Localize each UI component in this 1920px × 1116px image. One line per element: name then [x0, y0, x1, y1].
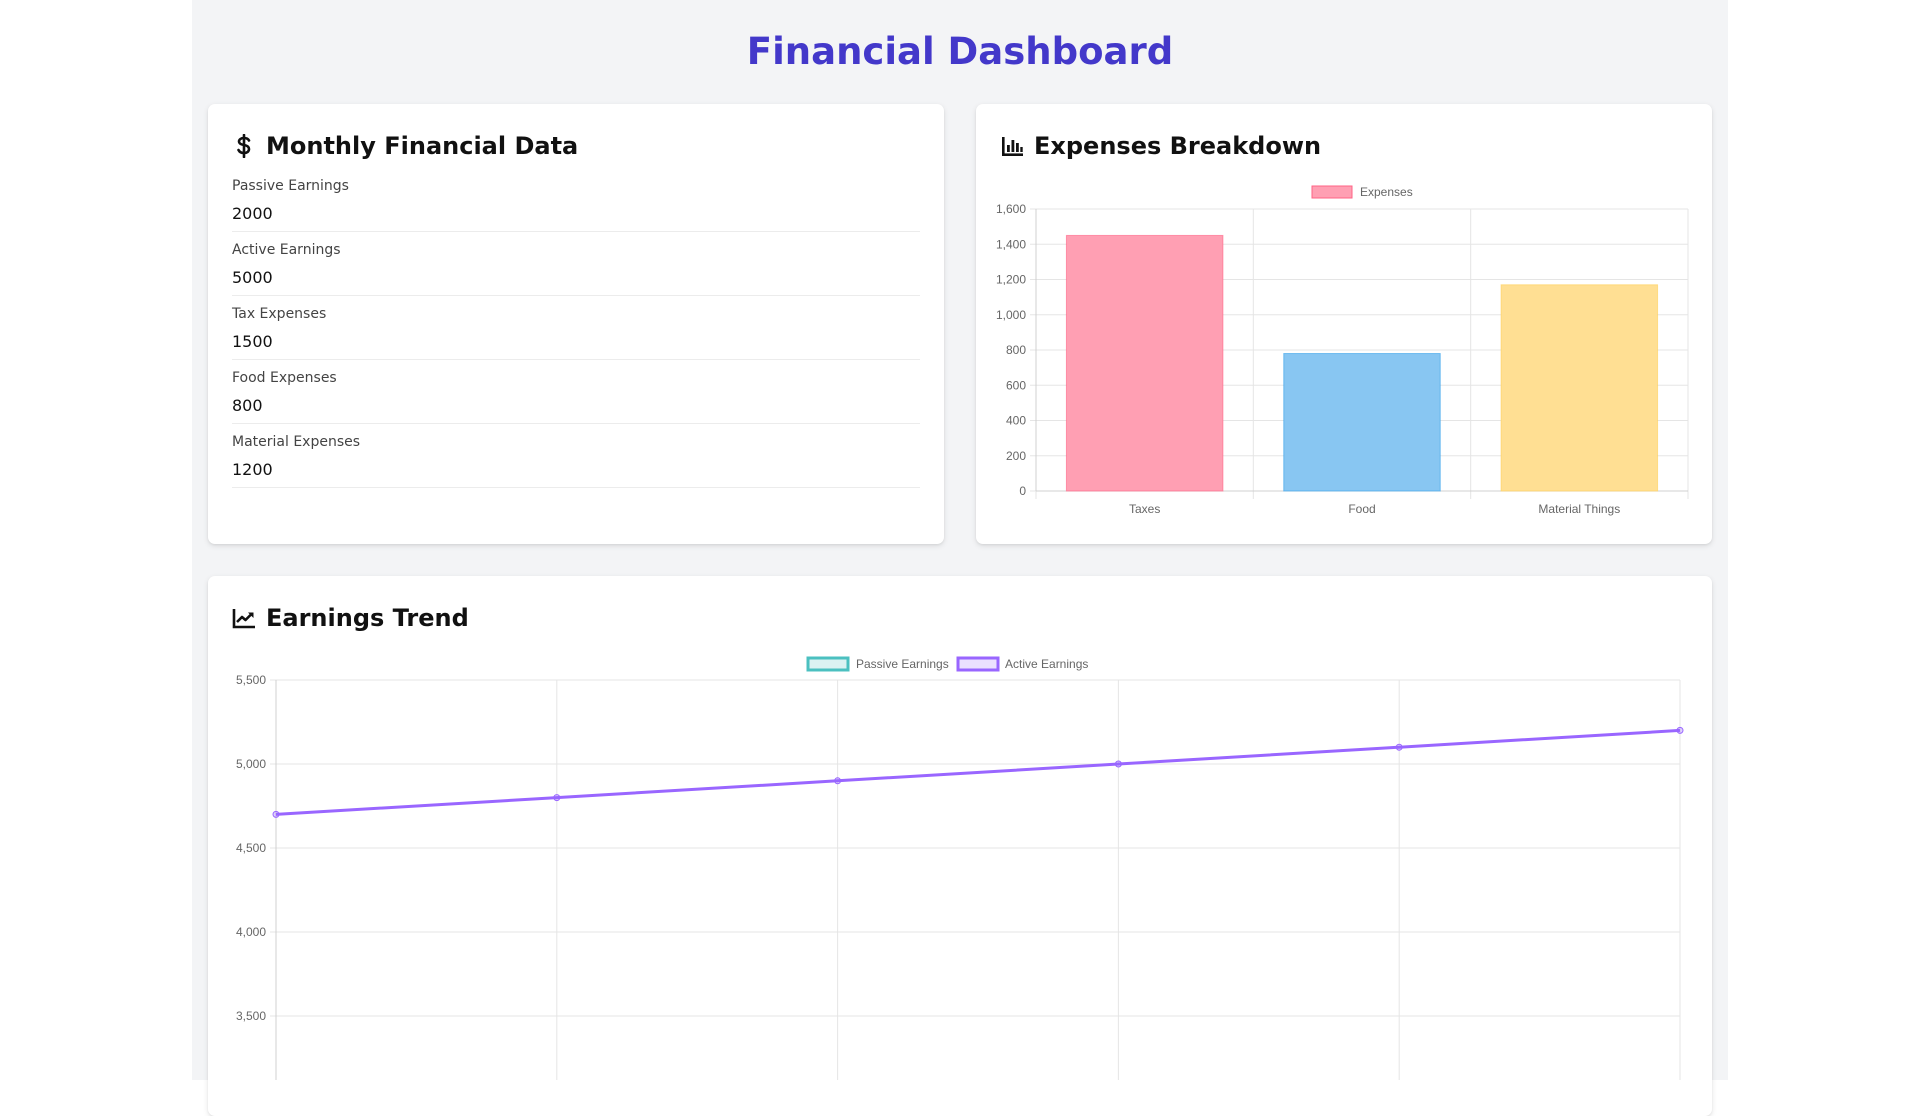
y-tick-label: 4,500 — [236, 841, 266, 855]
material-expenses-field: Material Expenses 1200 — [232, 432, 920, 488]
material-expenses-input[interactable]: 1200 — [232, 460, 273, 479]
trend-up-icon — [232, 606, 256, 630]
expenses-bar-chart: Expenses 0 200 400 600 800 1,000 1,200 1,400 1,60… — [996, 185, 1689, 516]
active-earnings-label: Active Earnings — [232, 242, 341, 258]
tax-expenses-input[interactable]: 1500 — [232, 332, 273, 351]
active-earnings-field: Active Earnings 5000 — [232, 240, 920, 296]
bar-taxes — [1065, 234, 1224, 492]
bar-material-things — [1500, 284, 1659, 492]
earnings-trend-header: Earnings Trend — [232, 600, 469, 636]
y-tick-label: 3,500 — [236, 1009, 266, 1023]
legend-swatch-passive — [806, 656, 850, 672]
active-earnings-input[interactable]: 5000 — [232, 268, 273, 287]
active-earnings-point — [272, 810, 280, 818]
dollar-icon — [232, 134, 256, 158]
y-tick-label: 400 — [1006, 414, 1026, 428]
x-tick-label: Food — [1348, 502, 1375, 516]
y-tick-label: 5,500 — [236, 673, 266, 687]
y-tick-label: 1,600 — [996, 202, 1026, 216]
y-tick-label: 200 — [1006, 449, 1026, 463]
food-expenses-input[interactable]: 800 — [232, 396, 263, 415]
bar-chart-icon — [1000, 134, 1024, 158]
passive-earnings-field: Passive Earnings 2000 — [232, 176, 920, 232]
material-expenses-label: Material Expenses — [232, 434, 361, 450]
earnings-trend-title: Earnings Trend — [266, 604, 469, 632]
passive-earnings-label: Passive Earnings — [232, 178, 349, 194]
page-title: Financial Dashboard — [746, 30, 1174, 73]
legend-swatch-active — [956, 656, 1000, 672]
x-tick-label: Taxes — [1129, 502, 1160, 516]
y-tick-label: 800 — [1006, 343, 1026, 357]
earnings-line-chart: Passive Earnings Active Earnings 5,500 5,00… — [236, 656, 1684, 1080]
y-tick-label: 600 — [1006, 378, 1026, 392]
y-tick-label: 1,000 — [996, 308, 1026, 322]
tax-expenses-field: Tax Expenses 1500 — [232, 304, 920, 360]
passive-earnings-input[interactable]: 2000 — [232, 204, 273, 223]
legend-label-passive: Passive Earnings — [856, 657, 949, 671]
financial-data-header: Monthly Financial Data — [232, 128, 578, 164]
active-earnings-point — [1395, 743, 1403, 751]
dashboard-container: Financial Dashboard Monthly Financial Da… — [192, 0, 1728, 1116]
active-earnings-point — [834, 777, 842, 785]
tax-expenses-label: Tax Expenses — [232, 306, 327, 322]
y-tick-label: 0 — [1019, 484, 1026, 498]
financial-data-card: Monthly Financial Data Passive Earnings … — [208, 104, 944, 544]
active-earnings-point — [1114, 760, 1122, 768]
food-expenses-label: Food Expenses — [232, 370, 337, 386]
expenses-breakdown-card: Expenses Breakdown Expenses 0 200 400 600 800… — [976, 104, 1712, 544]
y-tick-label: 1,200 — [996, 273, 1026, 287]
y-tick-label: 5,000 — [236, 757, 266, 771]
bar-food — [1283, 353, 1441, 492]
legend-label-expenses: Expenses — [1360, 185, 1413, 199]
financial-data-title: Monthly Financial Data — [266, 132, 579, 160]
y-tick-label: 1,400 — [996, 237, 1026, 251]
active-earnings-point — [1676, 726, 1684, 734]
earnings-trend-card: Earnings Trend Passive Earnings Active Ea… — [208, 576, 1712, 1116]
active-earnings-point — [553, 794, 561, 802]
x-tick-label: Material Things — [1538, 502, 1620, 516]
active-earnings-line — [275, 728, 1681, 816]
expenses-breakdown-header: Expenses Breakdown — [1000, 128, 1321, 164]
legend-swatch-expenses — [1311, 185, 1353, 199]
expenses-breakdown-title: Expenses Breakdown — [1034, 132, 1322, 160]
y-tick-label: 4,000 — [236, 925, 266, 939]
legend-label-active: Active Earnings — [1005, 657, 1088, 671]
food-expenses-field: Food Expenses 800 — [232, 368, 920, 424]
